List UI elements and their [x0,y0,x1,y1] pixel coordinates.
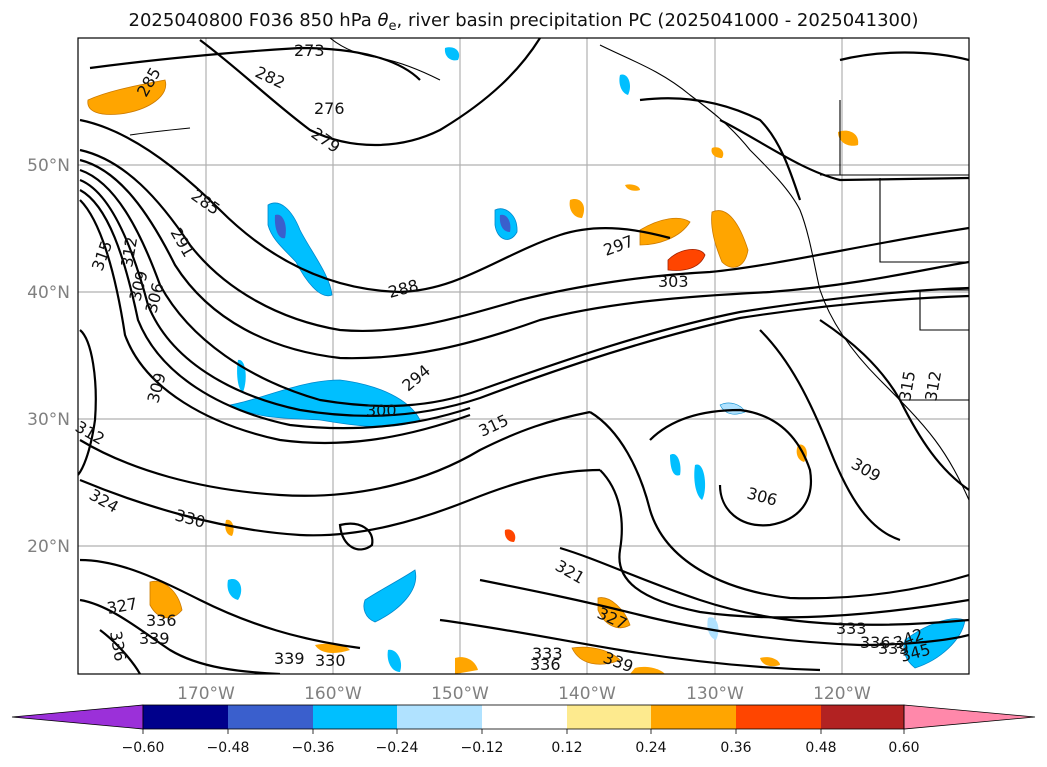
map-panel [78,38,969,674]
colorbar-tick-label: 0.60 [888,740,919,756]
colorbar-tick-label: −0.24 [376,740,419,756]
map-content [78,38,969,674]
contour-label: 339 [139,629,170,648]
lon-label: 120°W [813,684,871,704]
colorbar-tick-label: −0.48 [207,740,250,756]
contour-label: 336 [860,633,891,652]
lon-label: 170°W [177,684,235,704]
colorbar-tick-label: −0.12 [461,740,504,756]
colorbar-tick-label: 0.48 [805,740,836,756]
colorbar-swatch [313,705,397,729]
contour-label: 339 [274,649,305,668]
colorbar-tick-label: −0.60 [122,740,165,756]
contour-label: 303 [658,272,689,291]
colorbar-tick-label: −0.36 [292,740,335,756]
colorbar-extend-min [11,704,144,730]
colorbar-swatch [397,705,482,729]
colorbar-tick-label: 0.12 [551,740,582,756]
lat-label: 50°N [27,156,70,176]
contour-label: 333 [836,619,867,638]
coastlines [129,38,969,501]
latitude-labels: 50°N 40°N 30°N 20°N [27,156,70,557]
contour-label: 276 [314,99,345,118]
gridlines [78,38,969,674]
colorbar-swatch [482,705,567,729]
lon-label: 150°W [431,684,489,704]
map-frame [77,37,970,675]
contour-label: 330 [315,651,346,670]
colorbar-swatch [143,705,228,729]
contour-label: 333 [532,644,563,663]
contour-label: 300 [366,401,397,420]
colorbar-swatch [821,705,904,729]
colorbar-extend-max [903,704,1036,730]
colorbar-tick-label: 0.24 [635,740,666,756]
colorbar: −0.60 −0.48 −0.36 −0.24 −0.12 0.12 0.24 … [11,704,1036,756]
colorbar-swatch [651,705,736,729]
lat-label: 40°N [27,283,70,303]
colorbar-swatch [736,705,821,729]
lon-label: 130°W [686,684,744,704]
contour-label: 339 [878,639,909,658]
lon-label: 140°W [558,684,616,704]
contour-label: 336 [530,655,561,674]
lon-label: 160°W [304,684,362,704]
plot-title: 2025040800 F036 850 hPa θe, river basin … [128,10,919,34]
contour-label: 273 [294,41,325,60]
colorbar-swatch [228,705,313,729]
theta-e-contours [78,38,969,674]
longitude-labels: 170°W 160°W 150°W 140°W 130°W 120°W [177,684,871,704]
contour-label: 336 [146,611,177,630]
lat-label: 20°N [27,537,70,557]
colorbar-tick-label: 0.36 [720,740,751,756]
lat-label: 30°N [27,410,70,430]
precip-positive-fills [87,79,859,674]
colorbar-swatch [567,705,651,729]
